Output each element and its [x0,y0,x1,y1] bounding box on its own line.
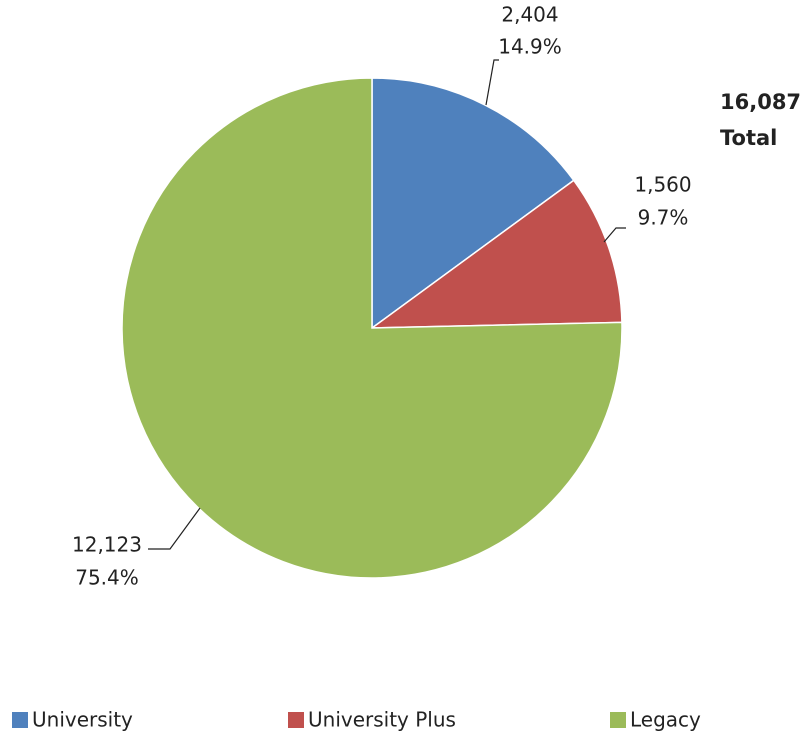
pie-slice [369,179,623,329]
total-value: 16,087 [720,90,801,114]
total-label: Total [720,126,777,150]
legend-swatch [288,712,304,728]
leader-line [148,507,201,550]
legend-label: University [32,708,133,732]
pie-slice [121,77,623,579]
legend-swatch [610,712,626,728]
leader-line [603,227,626,243]
value-label: 1,560 [634,173,691,197]
value-label: 2,404 [501,3,558,27]
percent-label: 14.9% [498,35,562,59]
value-label: 12,123 [72,533,142,557]
percent-label: 75.4% [75,566,139,590]
pie-slice [371,77,575,330]
legend-label: Legacy [630,708,701,732]
legend-label: University Plus [308,708,456,732]
legend-swatch [12,712,28,728]
leader-line [485,59,499,106]
percent-label: 9.7% [638,206,689,230]
